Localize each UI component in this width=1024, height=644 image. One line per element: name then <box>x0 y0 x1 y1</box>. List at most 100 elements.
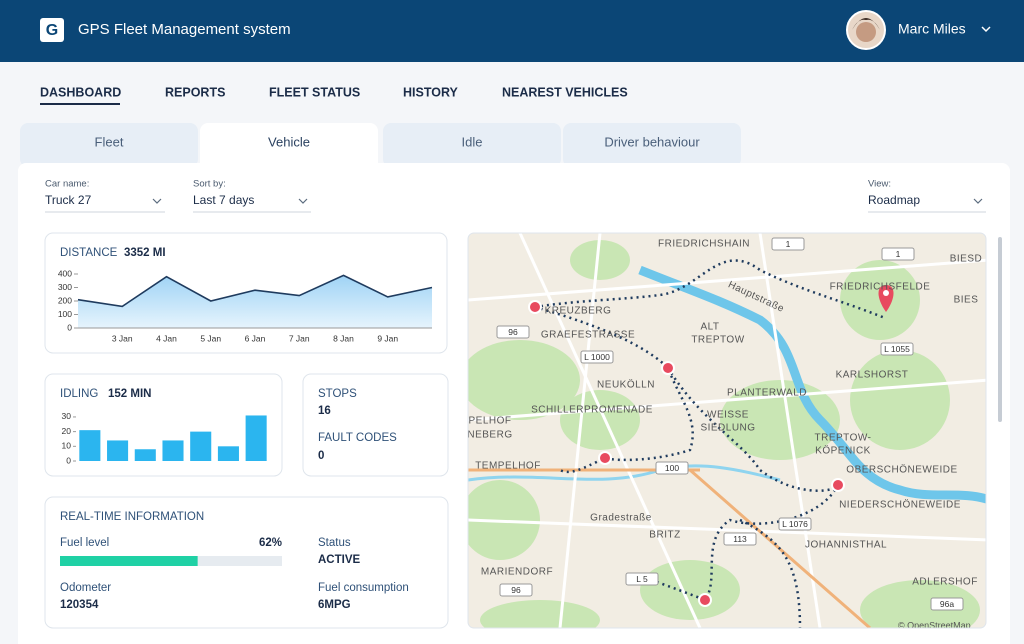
card-title: IDLING <box>60 388 98 400</box>
card-total: 152 MIN <box>108 388 151 400</box>
user-name[interactable]: Marc Miles <box>898 21 966 37</box>
filter-value[interactable]: Truck 27 <box>45 193 92 207</box>
map-label: ALT <box>700 322 719 333</box>
stat-value: 16 <box>318 405 331 417</box>
info-value: 62% <box>259 537 282 549</box>
map-label: SCHILLERPROMENADE <box>531 405 653 416</box>
map-label: BIES <box>954 295 979 306</box>
info-value: 6MPG <box>318 599 351 611</box>
park <box>860 580 980 628</box>
y-tick-label: 0 <box>66 455 71 465</box>
map-label: Gradestraße <box>590 513 652 524</box>
map-label: OBERSCHÖNEWEIDE <box>846 464 957 476</box>
nav-active-underline <box>40 103 120 105</box>
nav-item[interactable]: REPORTS <box>165 85 225 99</box>
map-label: NEBERG <box>467 430 512 441</box>
park <box>570 240 630 280</box>
filter-value[interactable]: Roadmap <box>868 193 920 207</box>
map-label: PELHOF <box>468 416 511 427</box>
map-label: KARLSHORST <box>836 370 909 381</box>
bar <box>217 446 239 461</box>
bar <box>134 449 156 461</box>
filter-chevron[interactable] <box>298 198 308 204</box>
x-tick-label: 5 Jan <box>200 333 221 343</box>
x-tick-label: 7 Jan <box>289 333 310 343</box>
road-sign-label: L 1076 <box>782 519 808 529</box>
map-label: MARIENDORF <box>481 567 553 578</box>
filter-chevron[interactable] <box>152 198 162 204</box>
tab-label[interactable]: Idle <box>462 134 483 149</box>
route-stop[interactable] <box>598 451 612 465</box>
y-tick-label: 10 <box>62 441 72 451</box>
park <box>468 340 580 420</box>
canal <box>468 464 781 482</box>
tab[interactable] <box>383 123 561 167</box>
road-sign <box>881 247 915 261</box>
nav-item[interactable]: FLEET STATUS <box>269 85 360 99</box>
card-title: REAL-TIME INFORMATION <box>60 511 204 523</box>
road-sign-label: 96 <box>508 327 518 337</box>
x-tick-label: 8 Jan <box>333 333 354 343</box>
map-label: TREPTOW- <box>815 433 872 444</box>
y-tick-label: 100 <box>58 309 72 319</box>
tab[interactable] <box>20 123 198 167</box>
road-sign-label: 1 <box>896 249 901 259</box>
river <box>638 265 986 505</box>
logo-letter: G <box>46 22 58 39</box>
map-pin[interactable] <box>878 285 894 312</box>
filter-label: View: <box>868 179 891 190</box>
tab-label[interactable]: Vehicle <box>268 134 310 149</box>
info-label: Fuel level <box>60 537 109 549</box>
road-sign <box>930 597 964 611</box>
route-stop[interactable] <box>831 478 845 492</box>
tab[interactable] <box>563 123 741 167</box>
map-label: JOHANNISTHAL <box>805 540 887 551</box>
road <box>468 378 986 422</box>
road-sign-label: L 1055 <box>884 344 910 354</box>
map-label: BRITZ <box>649 530 680 541</box>
route-stop[interactable] <box>661 361 675 375</box>
y-tick-label: 200 <box>58 295 72 305</box>
card-total: 3352 MI <box>124 247 166 259</box>
tab[interactable] <box>200 123 378 167</box>
map-label: KÖPENICK <box>815 445 871 457</box>
avatar-face <box>856 22 876 42</box>
nav-item[interactable]: HISTORY <box>403 85 459 99</box>
nav-item[interactable]: NEAREST VEHICLES <box>502 85 628 99</box>
map-label: TREPTOW <box>691 335 744 346</box>
map[interactable]: FRIEDRICHSHAIN FRIEDRICHSFELDE BIESD BIES KR… <box>460 233 990 640</box>
map-label: TEMPELHOF <box>475 461 541 472</box>
map-label: KREUZBERG <box>545 306 612 317</box>
bar <box>107 440 129 461</box>
info-label: Status <box>318 537 351 549</box>
map-label: FRIEDRICHSHAIN <box>658 239 750 250</box>
info-value: ACTIVE <box>318 554 361 566</box>
filter-value[interactable]: Last 7 days <box>193 193 254 207</box>
card <box>302 373 449 477</box>
info-label: Odometer <box>60 582 111 594</box>
tab-label[interactable]: Fleet <box>95 134 124 149</box>
road <box>518 233 702 628</box>
road <box>468 518 986 542</box>
tab-label[interactable]: Driver behaviour <box>604 134 700 149</box>
route-stop[interactable] <box>528 300 542 314</box>
nav-item[interactable]: DASHBOARD <box>40 85 121 99</box>
filter-chevron[interactable] <box>973 198 983 204</box>
map-label: FRIEDRICHSFELDE <box>830 282 931 293</box>
road-sign <box>580 350 614 364</box>
y-tick-label: 300 <box>58 282 72 292</box>
bar <box>190 431 212 461</box>
scrollbar-thumb[interactable] <box>998 237 1002 422</box>
road <box>558 233 602 628</box>
route-stop[interactable] <box>698 593 712 607</box>
road-sign <box>496 325 530 339</box>
card-title: DISTANCE <box>60 247 118 259</box>
user-chevron[interactable] <box>981 26 991 33</box>
filter-label: Car name: <box>45 179 89 190</box>
bar <box>245 415 267 461</box>
tab-join <box>200 160 378 168</box>
line-area <box>78 275 432 328</box>
park <box>480 600 600 628</box>
